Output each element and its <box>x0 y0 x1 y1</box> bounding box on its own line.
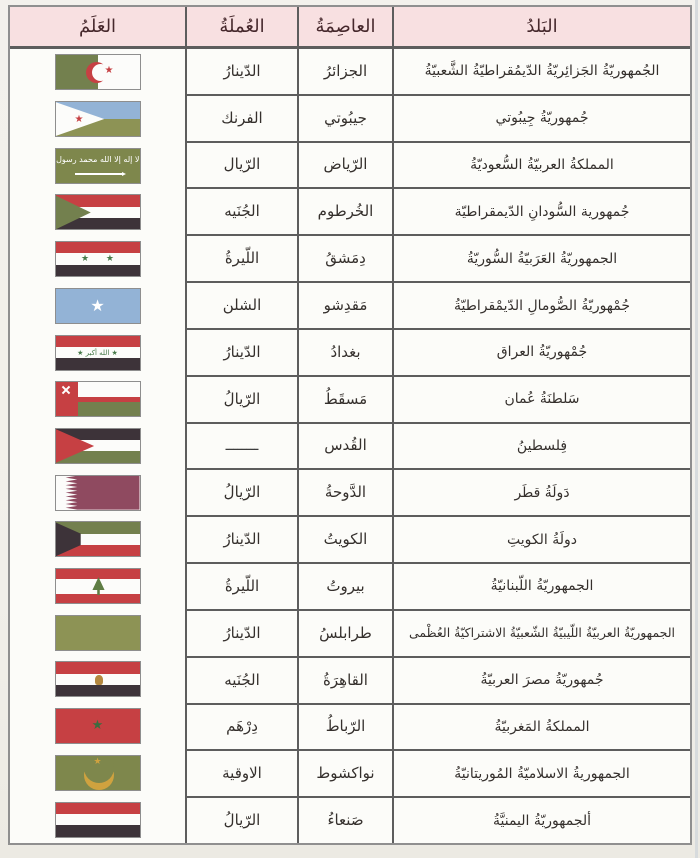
country-cell: جُمهوريّةُ جِيبُوتي <box>394 93 690 141</box>
lebanon-flag <box>54 568 141 605</box>
country-cell: الجمهوريّةُ العربيّةُ اللّيبيّةُ الشّعبي… <box>394 608 690 656</box>
qatar-flag <box>54 474 141 511</box>
header-country: البَلدُ <box>394 7 690 49</box>
oman-flag <box>54 381 141 418</box>
currency-cell: الاوقية <box>187 749 297 796</box>
syria-flag: ★ ★ <box>54 241 141 278</box>
star-icon: ★ <box>93 756 102 767</box>
currency-cell: اللّيرةُ <box>187 562 297 609</box>
country-cell: الجمهوريةُ الاسلاميّةُ المُوريتانيّةُ <box>394 749 690 796</box>
capital-cell: مَقدِشو <box>299 281 392 328</box>
country-cell: جُمْهوريّةُ الصُّومالِ الدّيمْقراطيّةُ <box>394 281 690 328</box>
currency-cell: الجُنَيه <box>187 187 297 234</box>
arab-countries-table: العَلَمُ ★ ★ لا إله إلا الله محمد رسول ا… <box>8 5 692 845</box>
capital-cell: جيبُوتي <box>299 93 392 141</box>
country-cell: جُمْهوريّةُ العراق <box>394 327 690 375</box>
country-cell: الجمهوريّةُ العَرَبيّةُ السُّوريّةُ <box>394 234 690 281</box>
iraq-flag: ★ الله أكبر ★ <box>54 334 141 371</box>
country-cell: ألجمهوريّةُ اليمنيَّةُ <box>394 796 690 843</box>
capital-cell: الكويتُ <box>299 515 392 562</box>
column-flag: العَلَمُ ★ ★ لا إله إلا الله محمد رسول ا… <box>10 7 185 843</box>
capital-cell: القُدس <box>299 421 392 469</box>
column-currency: العُملَةُ الدّينارُ الفرنك الرّيال الجُن… <box>185 7 297 843</box>
palestine-flag <box>54 427 141 464</box>
capital-cell: بغدادُ <box>299 327 392 375</box>
cedar-tree-icon <box>92 577 105 596</box>
yemen-flag <box>54 801 141 838</box>
column-capital: العاصِمَةُ الجزائرُ جيبُوتي الرّياض الخُ… <box>297 7 392 843</box>
country-cell: جُمهورية السُّودانِ الدّيمقراطيّة <box>394 187 690 234</box>
column-country: البَلدُ الجُمهوريّةُ الجَزائِريّةُ الدّي… <box>392 7 690 843</box>
khanjar-emblem-icon <box>61 385 71 395</box>
currency-cell: الجُنَيه <box>187 655 297 703</box>
egypt-flag <box>54 661 141 698</box>
currency-cell: الرّيال <box>187 140 297 188</box>
star-icon: ★ <box>104 65 114 77</box>
country-cell: فِلسطينُ <box>394 421 690 469</box>
two-stars-icon: ★ ★ <box>81 254 114 265</box>
capital-cell: نواكشوط <box>299 749 392 796</box>
currency-cell: اللّيرةُ <box>187 234 297 281</box>
header-flag: العَلَمُ <box>10 7 185 49</box>
star-icon: ★ <box>90 295 105 315</box>
djibouti-flag: ★ <box>54 101 141 138</box>
currency-cell: الدّينارُ <box>187 327 297 375</box>
currency-cell: الرّيالُ <box>187 796 297 843</box>
currency-cell: الدّينارُ <box>187 515 297 562</box>
capital-cell: الرّباطُ <box>299 702 392 750</box>
country-cell: جُمهوريّةُ مصرَ العربيّةُ <box>394 655 690 703</box>
country-cell: الجمهوريّةُ اللّبنانيّةُ <box>394 562 690 609</box>
country-cell: دولَةُ الكويتِ <box>394 515 690 562</box>
country-cell: الجُمهوريّةُ الجَزائِريّةُ الدّيمُقراطيّ… <box>424 63 660 80</box>
capital-cell: طرابلسُ <box>299 608 392 656</box>
capital-cell: مَسقَطُ <box>299 374 392 422</box>
algeria-flag: ★ <box>54 54 141 91</box>
header-capital: العاصِمَةُ <box>299 7 392 49</box>
sudan-flag <box>54 194 141 231</box>
flags-column: ★ ★ لا إله إلا الله محمد رسول الله ★ ★ <box>10 49 185 843</box>
currency-cell: الدّينارُ <box>223 61 261 80</box>
country-cell: المملكةُ العربيّةُ السُّعوديّةُ <box>394 140 690 188</box>
capital-cell: الجزائرُ <box>323 61 368 80</box>
capital-cell: الدَّوحةُ <box>299 468 392 515</box>
currency-cell: الرّيالُ <box>187 374 297 422</box>
currency-cell: الشلن <box>187 281 297 328</box>
page-edge-shadow <box>695 0 698 858</box>
currency-cell-empty: ــــــــ <box>187 421 297 469</box>
mauritania-flag: ★ <box>54 754 141 791</box>
takbir-inscription: ★ الله أكبر ★ <box>77 348 118 357</box>
shahada-inscription: لا إله إلا الله محمد رسول الله <box>56 154 140 164</box>
saudi-arabia-flag: لا إله إلا الله محمد رسول الله <box>54 147 141 184</box>
capital-cell: دِمَشقُ <box>299 234 392 281</box>
country-cell: المملكةُ المَغربيّةُ <box>394 702 690 750</box>
morocco-flag: ★ <box>54 708 141 745</box>
capital-cell: القاهِرَةُ <box>299 655 392 703</box>
currency-cell: دِرْهَم <box>187 702 297 750</box>
country-cell: دَولَةُ قطَر <box>394 468 690 515</box>
kuwait-flag <box>54 521 141 558</box>
currency-cell: الفرنك <box>187 93 297 141</box>
currency-cell: الرّيالُ <box>187 468 297 515</box>
somalia-flag: ★ <box>54 287 141 324</box>
header-currency: العُملَةُ <box>187 7 297 49</box>
capital-cell: الرّياض <box>299 140 392 188</box>
capital-cell: بيروتُ <box>299 562 392 609</box>
country-cell: سَلطنَةُ عُمان <box>394 374 690 422</box>
capital-cell: صَنعاءُ <box>299 796 392 843</box>
star-icon: ★ <box>74 114 84 126</box>
eagle-emblem-icon <box>94 675 103 686</box>
sword-icon <box>74 171 126 176</box>
libya-flag <box>54 614 141 651</box>
currency-cell: الدّينارُ <box>187 608 297 656</box>
capital-cell: الخُرطوم <box>299 187 392 234</box>
star-icon: ★ <box>91 718 104 734</box>
